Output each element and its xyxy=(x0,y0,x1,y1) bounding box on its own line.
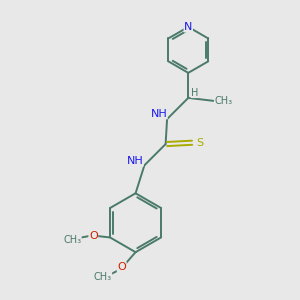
Text: NH: NH xyxy=(151,109,167,119)
Text: S: S xyxy=(196,138,203,148)
Text: H: H xyxy=(191,88,198,98)
Text: CH₃: CH₃ xyxy=(214,96,233,106)
Text: N: N xyxy=(184,22,193,32)
Text: O: O xyxy=(117,262,126,272)
Text: O: O xyxy=(89,231,98,241)
Text: CH₃: CH₃ xyxy=(94,272,112,282)
Text: CH₃: CH₃ xyxy=(63,236,81,245)
Text: NH: NH xyxy=(127,156,143,166)
